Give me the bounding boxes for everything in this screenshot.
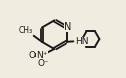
Text: O: O xyxy=(28,51,35,60)
Text: N⁺: N⁺ xyxy=(36,51,48,60)
Text: CH₃: CH₃ xyxy=(19,26,33,35)
Text: HN: HN xyxy=(75,37,88,46)
Text: O⁻: O⁻ xyxy=(37,59,49,68)
Text: N: N xyxy=(64,22,71,32)
